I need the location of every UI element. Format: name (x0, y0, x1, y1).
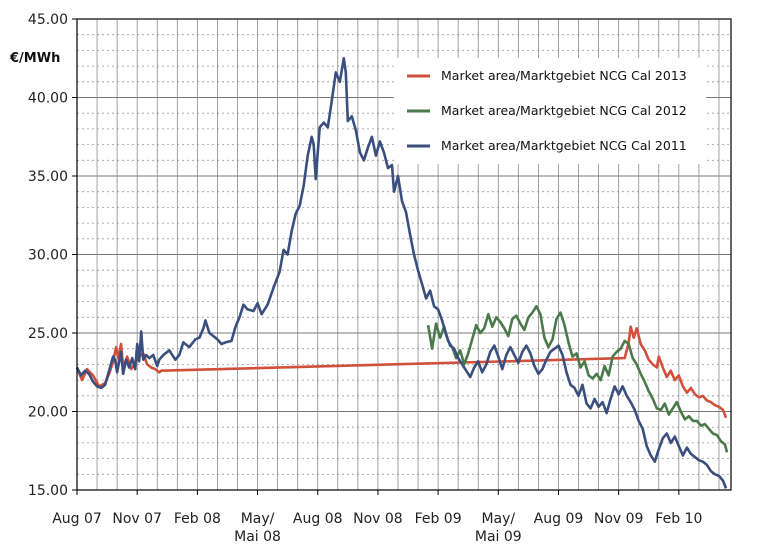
y-tick-label: 40.00 (28, 91, 68, 107)
x-tick-label: May/ (241, 511, 275, 527)
x-tick-label: Aug 08 (293, 511, 343, 527)
y-axis-unit-label: €/MWh (9, 51, 60, 66)
x-tick-label: May/ (481, 511, 515, 527)
x-tick-label: Nov 09 (594, 511, 644, 527)
plot-gridlines (77, 19, 731, 490)
legend-label-1: Market area/Marktgebiet NCG Cal 2013 (441, 68, 687, 83)
y-tick-label: 30.00 (28, 248, 68, 264)
x-tick-label: Aug 07 (52, 511, 102, 527)
y-tick-label: 20.00 (28, 405, 68, 421)
series-line-2 (426, 305, 729, 453)
x-tick-label: Nov 07 (112, 511, 162, 527)
legend: Market area/Marktgebiet NCG Cal 2013 Mark… (394, 58, 706, 164)
y-axis-tick-labels: 15.00 20.00 25.00 30.00 35.00 40.00 45.00 (28, 12, 77, 499)
y-tick-label: 25.00 (28, 326, 68, 342)
x-tick-label: Feb 09 (415, 511, 462, 527)
x-tick-label-line2: Mai 09 (475, 529, 522, 545)
legend-label-3: Market area/Marktgebiet NCG Cal 2011 (441, 138, 687, 153)
x-tick-label: Nov 08 (353, 511, 403, 527)
y-tick-label: 45.00 (28, 12, 68, 28)
series-line-3 (75, 57, 728, 489)
series-lines (75, 57, 729, 489)
y-tick-label: 35.00 (28, 169, 68, 185)
legend-box (394, 58, 706, 164)
x-tick-label: Feb 08 (174, 511, 221, 527)
legend-label-2: Market area/Marktgebiet NCG Cal 2012 (441, 103, 687, 118)
y-tick-label: 15.00 (28, 483, 68, 499)
x-tick-label: Aug 09 (534, 511, 584, 527)
x-axis-tick-labels: Aug 07 Nov 07 Feb 08 May/Mai 08 Aug 08 Nov 08… (52, 490, 702, 545)
x-tick-label: Feb 10 (655, 511, 702, 527)
x-tick-label-line2: Mai 08 (234, 529, 281, 545)
series-line-1 (75, 325, 728, 419)
